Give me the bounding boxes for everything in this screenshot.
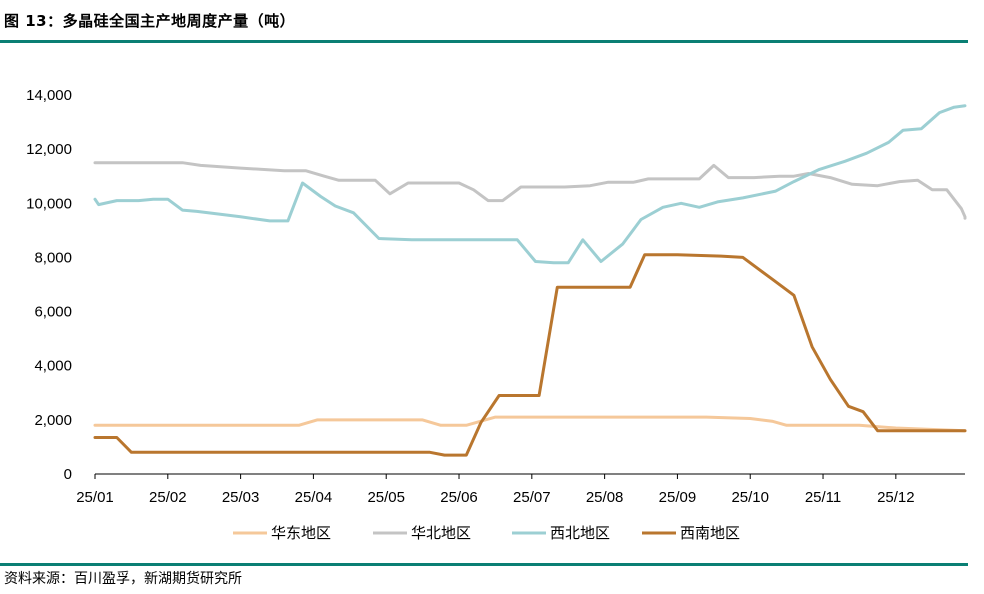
x-tick-label: 25/04 [295, 489, 333, 506]
x-axis-tick-labels: 25/01 25/02 25/03 25/04 25/05 25/06 25/07 25/08… [76, 474, 915, 506]
x-tick-label: 25/09 [659, 489, 697, 506]
y-tick-label: 14,000 [26, 87, 72, 104]
x-tick-label: 25/02 [149, 489, 187, 506]
x-tick-label: 25/05 [367, 489, 405, 506]
x-tick-label: 25/08 [586, 489, 624, 506]
y-tick-label: 6,000 [34, 304, 72, 321]
x-tick-label: 25/11 [805, 489, 841, 506]
x-tick-label: 25/07 [513, 489, 551, 506]
legend-label: 西北地区 [550, 524, 610, 542]
y-tick-label: 2,000 [34, 412, 72, 429]
top-rule [0, 40, 968, 43]
series-line-4 [93, 253, 967, 457]
series-line-3 [93, 104, 967, 265]
x-tick-label: 25/01 [76, 489, 114, 506]
x-tick-label: 25/12 [877, 489, 915, 506]
y-tick-label: 0 [64, 466, 72, 483]
y-tick-label: 8,000 [34, 249, 72, 266]
x-tick-label: 25/10 [731, 489, 769, 506]
x-tick-label: 25/06 [440, 489, 478, 506]
legend-label: 西南地区 [680, 524, 740, 542]
legend: 华东地区 华北地区 西北地区 西南地区 [233, 524, 740, 542]
y-tick-label: 12,000 [26, 141, 72, 158]
source-note: 资料来源：百川盈孚，新湖期货研究所 [4, 571, 242, 587]
legend-label: 华东地区 [271, 524, 331, 542]
series-line-1 [93, 415, 967, 433]
x-tick-label: 25/03 [222, 489, 260, 506]
legend-label: 华北地区 [411, 524, 471, 542]
series-lines [93, 104, 967, 457]
series-line-2 [93, 161, 967, 220]
y-tick-label: 4,000 [34, 358, 72, 375]
y-tick-label: 10,000 [26, 195, 72, 212]
figure-title: 图 13：多晶硅全国主产地周度产量（吨） [4, 12, 296, 30]
bottom-rule [0, 563, 968, 566]
y-axis-tick-labels: 0 2,000 4,000 6,000 8,000 10,000 12,000 14,000 [26, 87, 72, 483]
